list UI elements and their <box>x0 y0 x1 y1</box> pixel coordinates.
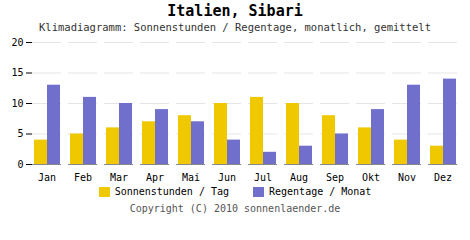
svg-text:Feb: Feb <box>74 172 92 183</box>
svg-text:Okt: Okt <box>362 172 380 183</box>
svg-text:0: 0 <box>17 159 23 170</box>
svg-text:15: 15 <box>11 67 23 78</box>
svg-text:5: 5 <box>17 128 23 139</box>
svg-text:20: 20 <box>11 37 23 48</box>
svg-text:Mai: Mai <box>182 172 200 183</box>
svg-text:Aug: Aug <box>290 172 308 183</box>
html-text:Italien, Sibari: Italien, Sibari <box>167 2 303 20</box>
html-text:Regentage / Monat: Regentage / Monat <box>269 186 372 197</box>
svg-text:Jul: Jul <box>254 172 272 183</box>
svg-text:Dez: Dez <box>434 172 452 183</box>
svg-text:Apr: Apr <box>146 172 164 183</box>
svg-text:10: 10 <box>11 98 23 109</box>
svg-text:Jan: Jan <box>38 172 56 183</box>
svg-text:Jun: Jun <box>218 172 236 183</box>
html-text:Copyright (C) 2010 sonnenlaend: Copyright (C) 2010 sonnenlaender.de <box>129 203 341 214</box>
svg-text:Sep: Sep <box>326 172 344 183</box>
html-text:Sonnenstunden / Tag: Sonnenstunden / Tag <box>114 186 229 197</box>
html-text:Klimadiagramm: Sonnenstunden /: Klimadiagramm: Sonnenstunden / Regentage… <box>39 21 431 33</box>
svg-text:Nov: Nov <box>398 172 416 183</box>
svg-text:Mar: Mar <box>110 172 128 183</box>
